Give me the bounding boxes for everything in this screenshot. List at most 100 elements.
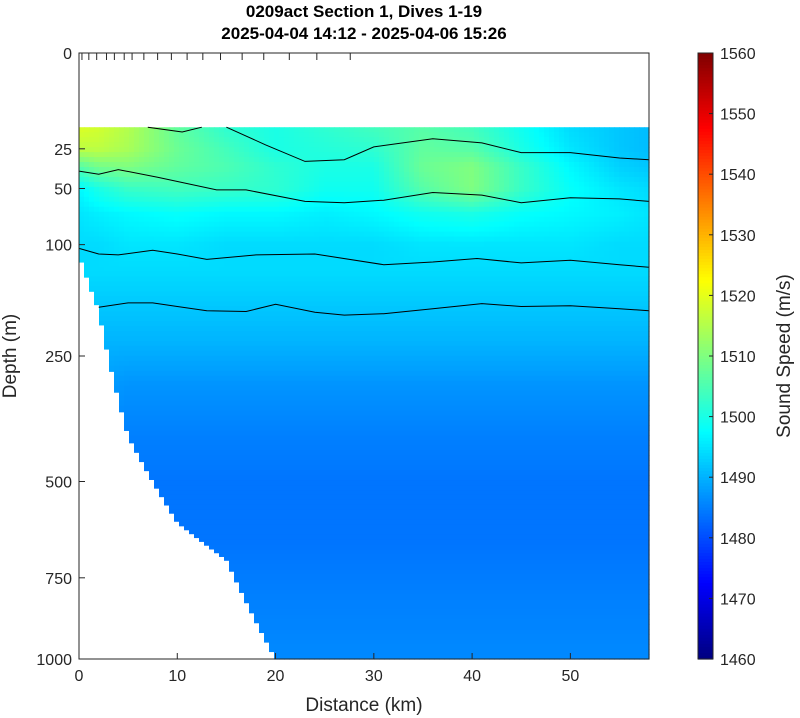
heatmap-cell (239, 251, 245, 258)
heatmap-cell (324, 564, 330, 571)
heatmap-cell (269, 494, 275, 501)
heatmap-cell (294, 574, 300, 581)
heatmap-cell (289, 211, 295, 218)
heatmap-cell (354, 380, 360, 387)
heatmap-cell (259, 162, 265, 168)
heatmap-cell (179, 400, 185, 407)
heatmap-cell (229, 196, 235, 203)
heatmap-cell (354, 514, 360, 521)
heatmap-cell (304, 594, 310, 600)
heatmap-cell (174, 137, 180, 143)
heatmap-cell (179, 450, 185, 456)
heatmap-cell (174, 340, 180, 347)
heatmap-cell (149, 127, 155, 133)
heatmap-cell (189, 504, 195, 511)
heatmap-cell (199, 191, 205, 198)
heatmap-cell (334, 654, 340, 660)
heatmap-cell (284, 316, 290, 322)
heatmap-cell (154, 360, 160, 367)
heatmap-cell (304, 181, 310, 188)
heatmap-cell (189, 350, 195, 357)
heatmap-cell (184, 206, 190, 213)
heatmap-cell (94, 231, 100, 238)
heatmap-cell (304, 529, 310, 536)
heatmap-cell (319, 147, 325, 153)
heatmap-cell (234, 405, 240, 412)
heatmap-cell (164, 137, 170, 143)
heatmap-cell (364, 186, 370, 193)
heatmap-cell (249, 231, 255, 238)
heatmap-cell (174, 206, 180, 213)
heatmap-cell (329, 281, 335, 287)
heatmap-cell (329, 296, 335, 302)
heatmap-cell (204, 355, 210, 362)
heatmap-cell (319, 609, 325, 615)
heatmap-cell (329, 490, 335, 496)
heatmap-cell (324, 415, 330, 422)
heatmap-cell (209, 435, 215, 441)
heatmap-cell (99, 157, 105, 163)
heatmap-cell (184, 231, 190, 238)
heatmap-cell (194, 176, 200, 183)
heatmap-cell (244, 226, 250, 233)
heatmap-cell (299, 186, 305, 193)
heatmap-cell (324, 266, 330, 272)
heatmap-cell (334, 604, 340, 610)
heatmap-cell (309, 311, 315, 317)
heatmap-cell (169, 211, 175, 218)
heatmap-cell (84, 157, 90, 163)
heatmap-cell (109, 186, 115, 193)
heatmap-cell (239, 306, 245, 312)
heatmap-cell (274, 355, 280, 362)
heatmap-cell (314, 594, 320, 600)
heatmap-cell (294, 330, 300, 337)
heatmap-cell (364, 171, 370, 178)
heatmap-cell (349, 559, 355, 566)
heatmap-cell (204, 509, 210, 516)
heatmap-cell (289, 584, 295, 591)
heatmap-cell (284, 385, 290, 392)
heatmap-cell (259, 539, 265, 546)
heatmap-cell (169, 132, 175, 138)
heatmap-cell (244, 559, 250, 566)
heatmap-cell (239, 564, 245, 571)
heatmap-cell (339, 171, 345, 178)
heatmap-cell (194, 181, 200, 188)
heatmap-cell (194, 162, 200, 168)
heatmap-cell (319, 137, 325, 143)
heatmap-cell (349, 142, 355, 148)
heatmap-cell (194, 405, 200, 412)
heatmap-cell (179, 316, 185, 322)
heatmap-cell (299, 579, 305, 586)
heatmap-cell (299, 604, 305, 610)
heatmap-cell (369, 405, 375, 412)
heatmap-cell (279, 350, 285, 357)
heatmap-cell (104, 216, 110, 223)
heatmap-cell (159, 445, 165, 451)
heatmap-cell (139, 316, 145, 322)
heatmap-cell (224, 196, 230, 203)
heatmap-cell (254, 395, 260, 402)
heatmap-cell (269, 475, 275, 481)
heatmap-cell (274, 152, 280, 158)
heatmap-cell (214, 465, 220, 471)
heatmap-cell (249, 360, 255, 367)
heatmap-cell (364, 216, 370, 223)
heatmap-cell (259, 559, 265, 566)
heatmap-cell (114, 186, 120, 193)
heatmap-cell (314, 380, 320, 387)
heatmap-cell (179, 286, 185, 292)
heatmap-cell (114, 355, 120, 362)
heatmap-cell (214, 171, 220, 178)
heatmap-cell (299, 470, 305, 476)
heatmap-cell (309, 216, 315, 223)
heatmap-cell (324, 316, 330, 322)
heatmap-cell (129, 226, 135, 233)
heatmap-cell (169, 256, 175, 263)
heatmap-cell (114, 266, 120, 272)
heatmap-cell (269, 470, 275, 476)
heatmap-cell (309, 420, 315, 427)
heatmap-cell (264, 301, 270, 307)
heatmap-cell (259, 629, 265, 634)
heatmap-cell (274, 549, 280, 556)
